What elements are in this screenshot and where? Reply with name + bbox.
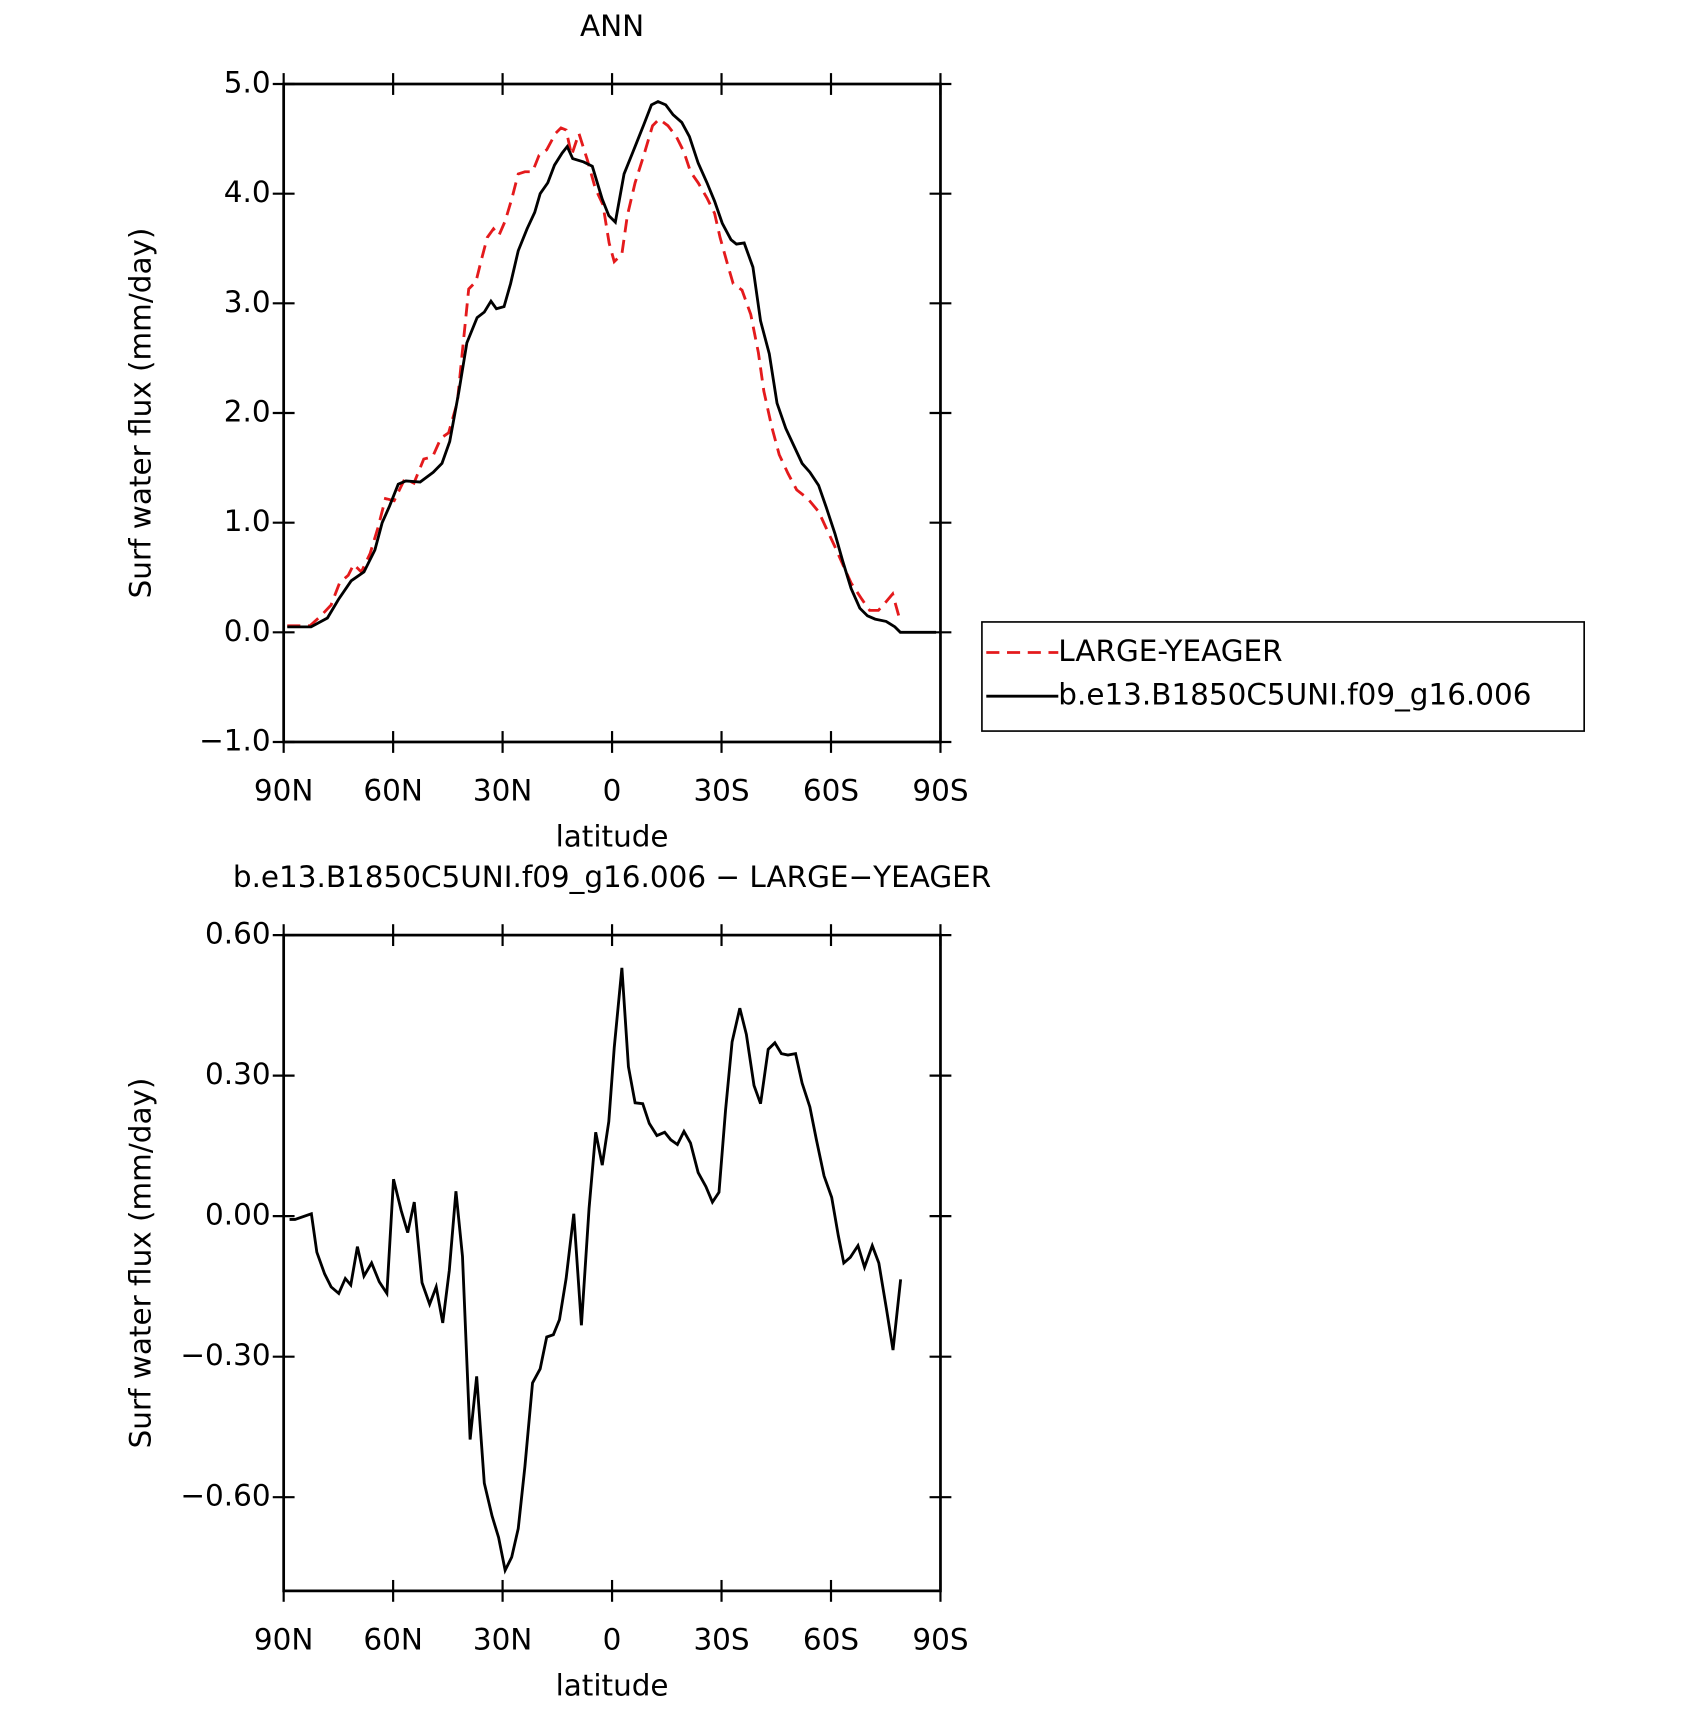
x-tick-label: 30S <box>693 1623 749 1657</box>
x-tick-label: 90S <box>912 1623 968 1657</box>
x-tick-label: 60N <box>363 774 422 808</box>
x-tick-label: 90N <box>254 774 313 808</box>
x-tick-label: 60S <box>803 1623 859 1657</box>
chart-title: b.e13.B1850C5UNI.f09_g16.006 − LARGE−YEA… <box>233 860 991 894</box>
y-tick-label: 0.00 <box>205 1198 271 1232</box>
plot-frame <box>282 82 942 744</box>
x-tick-label: 30N <box>473 774 532 808</box>
y-tick-label: 5.0 <box>224 66 271 100</box>
legend-box <box>981 621 1585 732</box>
x-tick-label: 30S <box>693 774 749 808</box>
x-tick-label: 0 <box>603 1623 622 1657</box>
plot-frame <box>282 933 942 1593</box>
y-tick-label: 1.0 <box>224 504 271 538</box>
x-tick-label: 90S <box>912 774 968 808</box>
x-tick-label: 90N <box>254 1623 313 1657</box>
legend-label: b.e13.B1850C5UNI.f09_g16.006 <box>1058 678 1531 712</box>
x-tick-label: 60N <box>363 1623 422 1657</box>
data-line <box>289 967 903 1575</box>
chart-title: ANN <box>580 9 644 43</box>
y-tick-label: 0.60 <box>205 917 271 951</box>
y-tick-label: 0.30 <box>205 1057 271 1091</box>
y-tick-label: −0.60 <box>180 1479 270 1513</box>
x-axis-label: latitude <box>556 1668 669 1702</box>
x-tick-label: 60S <box>803 774 859 808</box>
y-tick-label: 4.0 <box>224 175 271 209</box>
x-tick-label: 30N <box>473 1623 532 1657</box>
legend-label: LARGE-YEAGER <box>1058 634 1282 668</box>
y-tick-label: 2.0 <box>224 394 271 428</box>
y-axis-label: Surf water flux (mm/day) <box>123 228 157 599</box>
y-axis-label: Surf water flux (mm/day) <box>123 1078 157 1449</box>
data-line <box>287 117 902 628</box>
x-tick-label: 0 <box>603 774 622 808</box>
y-tick-label: 0.0 <box>224 614 271 648</box>
y-tick-label: −1.0 <box>199 723 270 757</box>
y-tick-label: 3.0 <box>224 285 271 319</box>
data-line <box>287 100 937 634</box>
y-tick-label: −0.30 <box>180 1338 270 1372</box>
x-axis-label: latitude <box>556 819 669 853</box>
